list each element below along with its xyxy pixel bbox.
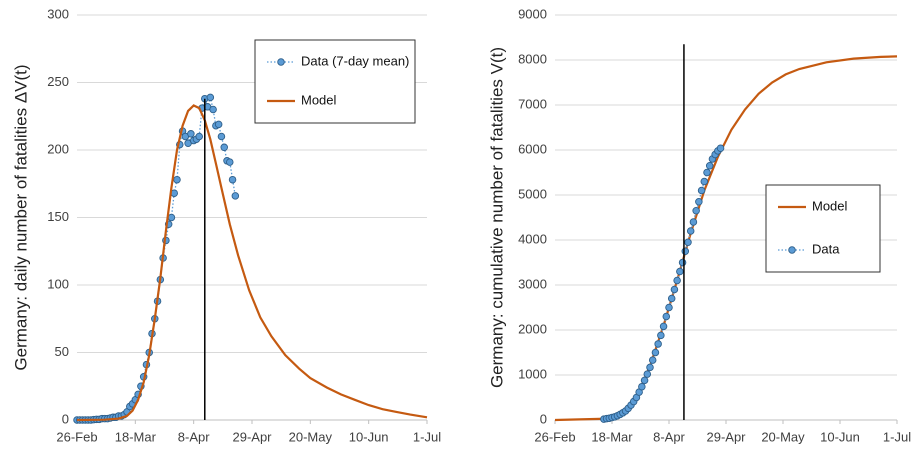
y-axis-title: Germany: cumulative number of fatalities… — [487, 47, 506, 388]
x-tick-label: 20-May — [761, 429, 805, 444]
x-tick-label: 8-Apr — [178, 429, 210, 444]
data-point — [638, 382, 646, 391]
y-tick-label: 1000 — [518, 366, 547, 381]
x-tick-label: 8-Apr — [653, 429, 685, 444]
data-point — [648, 356, 657, 364]
x-tick-label: 18-Mar — [115, 429, 157, 444]
y-tick-label: 0 — [62, 411, 69, 426]
data-point — [231, 192, 240, 200]
x-tick-label: 20-May — [289, 429, 333, 444]
y-tick-label: 0 — [540, 411, 547, 426]
y-tick-label: 300 — [47, 6, 69, 21]
data-point — [659, 322, 668, 331]
data-point — [667, 294, 676, 303]
data-point — [686, 227, 695, 235]
y-tick-label: 5000 — [518, 186, 547, 201]
y-tick-label: 150 — [47, 209, 69, 224]
data-point — [662, 312, 671, 321]
data-point — [195, 132, 203, 141]
y-tick-label: 2000 — [518, 321, 547, 336]
legend-marker — [788, 246, 796, 254]
y-tick-label: 50 — [55, 344, 69, 359]
legend-label: Data (7-day mean) — [301, 53, 409, 68]
data-point — [716, 144, 725, 152]
data-point — [692, 206, 700, 215]
x-tick-label: 26-Feb — [534, 429, 575, 444]
data-point — [665, 303, 673, 312]
y-tick-label: 250 — [47, 74, 69, 89]
x-tick-label: 10-Jun — [820, 429, 860, 444]
data-point — [700, 177, 709, 186]
x-tick-label: 29-Apr — [706, 429, 746, 444]
x-tick-label: 26-Feb — [56, 429, 97, 444]
y-tick-label: 7000 — [518, 96, 547, 111]
data-point — [640, 376, 649, 385]
data-point — [678, 258, 687, 267]
data-point — [684, 238, 692, 246]
y-tick-label: 8000 — [518, 51, 547, 66]
data-point — [676, 267, 684, 276]
legend-label: Data — [812, 241, 840, 256]
data-point — [670, 285, 679, 294]
x-tick-label: 10-Jun — [349, 429, 389, 444]
data-point — [167, 213, 176, 222]
y-tick-label: 100 — [47, 276, 69, 291]
x-tick-label: 18-Mar — [591, 429, 633, 444]
legend-marker — [277, 58, 285, 66]
x-tick-label: 29-Apr — [232, 429, 272, 444]
data-point — [703, 168, 711, 177]
y-tick-label: 9000 — [518, 6, 547, 21]
data-point — [681, 247, 690, 255]
data-point — [226, 158, 234, 166]
data-point — [214, 120, 223, 129]
x-tick-label: 1-Jul — [883, 429, 911, 444]
data-point — [643, 370, 652, 378]
y-tick-label: 4000 — [518, 231, 547, 246]
data-point — [705, 161, 714, 170]
data-point — [651, 348, 660, 357]
legend-box — [765, 184, 881, 273]
data-point — [654, 340, 662, 348]
data-point — [187, 130, 195, 138]
data-point — [217, 132, 226, 141]
y-tick-label: 3000 — [518, 276, 547, 291]
data-point — [657, 331, 665, 340]
y-tick-label: 6000 — [518, 141, 547, 156]
data-point — [220, 143, 228, 152]
data-point — [209, 105, 217, 114]
y-tick-label: 200 — [47, 141, 69, 156]
data-point — [173, 175, 181, 184]
data-point — [206, 93, 215, 102]
data-point — [695, 197, 703, 206]
legend-label: Model — [812, 198, 848, 213]
data-point — [673, 276, 681, 285]
y-axis-title: Germany: daily number of fatalities ΔV(t… — [11, 64, 30, 370]
data-point — [689, 218, 698, 226]
data-point — [228, 175, 237, 184]
data-point — [697, 186, 706, 195]
legend-box — [254, 39, 416, 124]
x-tick-label: 1-Jul — [413, 429, 441, 444]
data-point — [646, 363, 654, 372]
model-line — [76, 104, 428, 422]
legend-label: Model — [301, 92, 337, 107]
